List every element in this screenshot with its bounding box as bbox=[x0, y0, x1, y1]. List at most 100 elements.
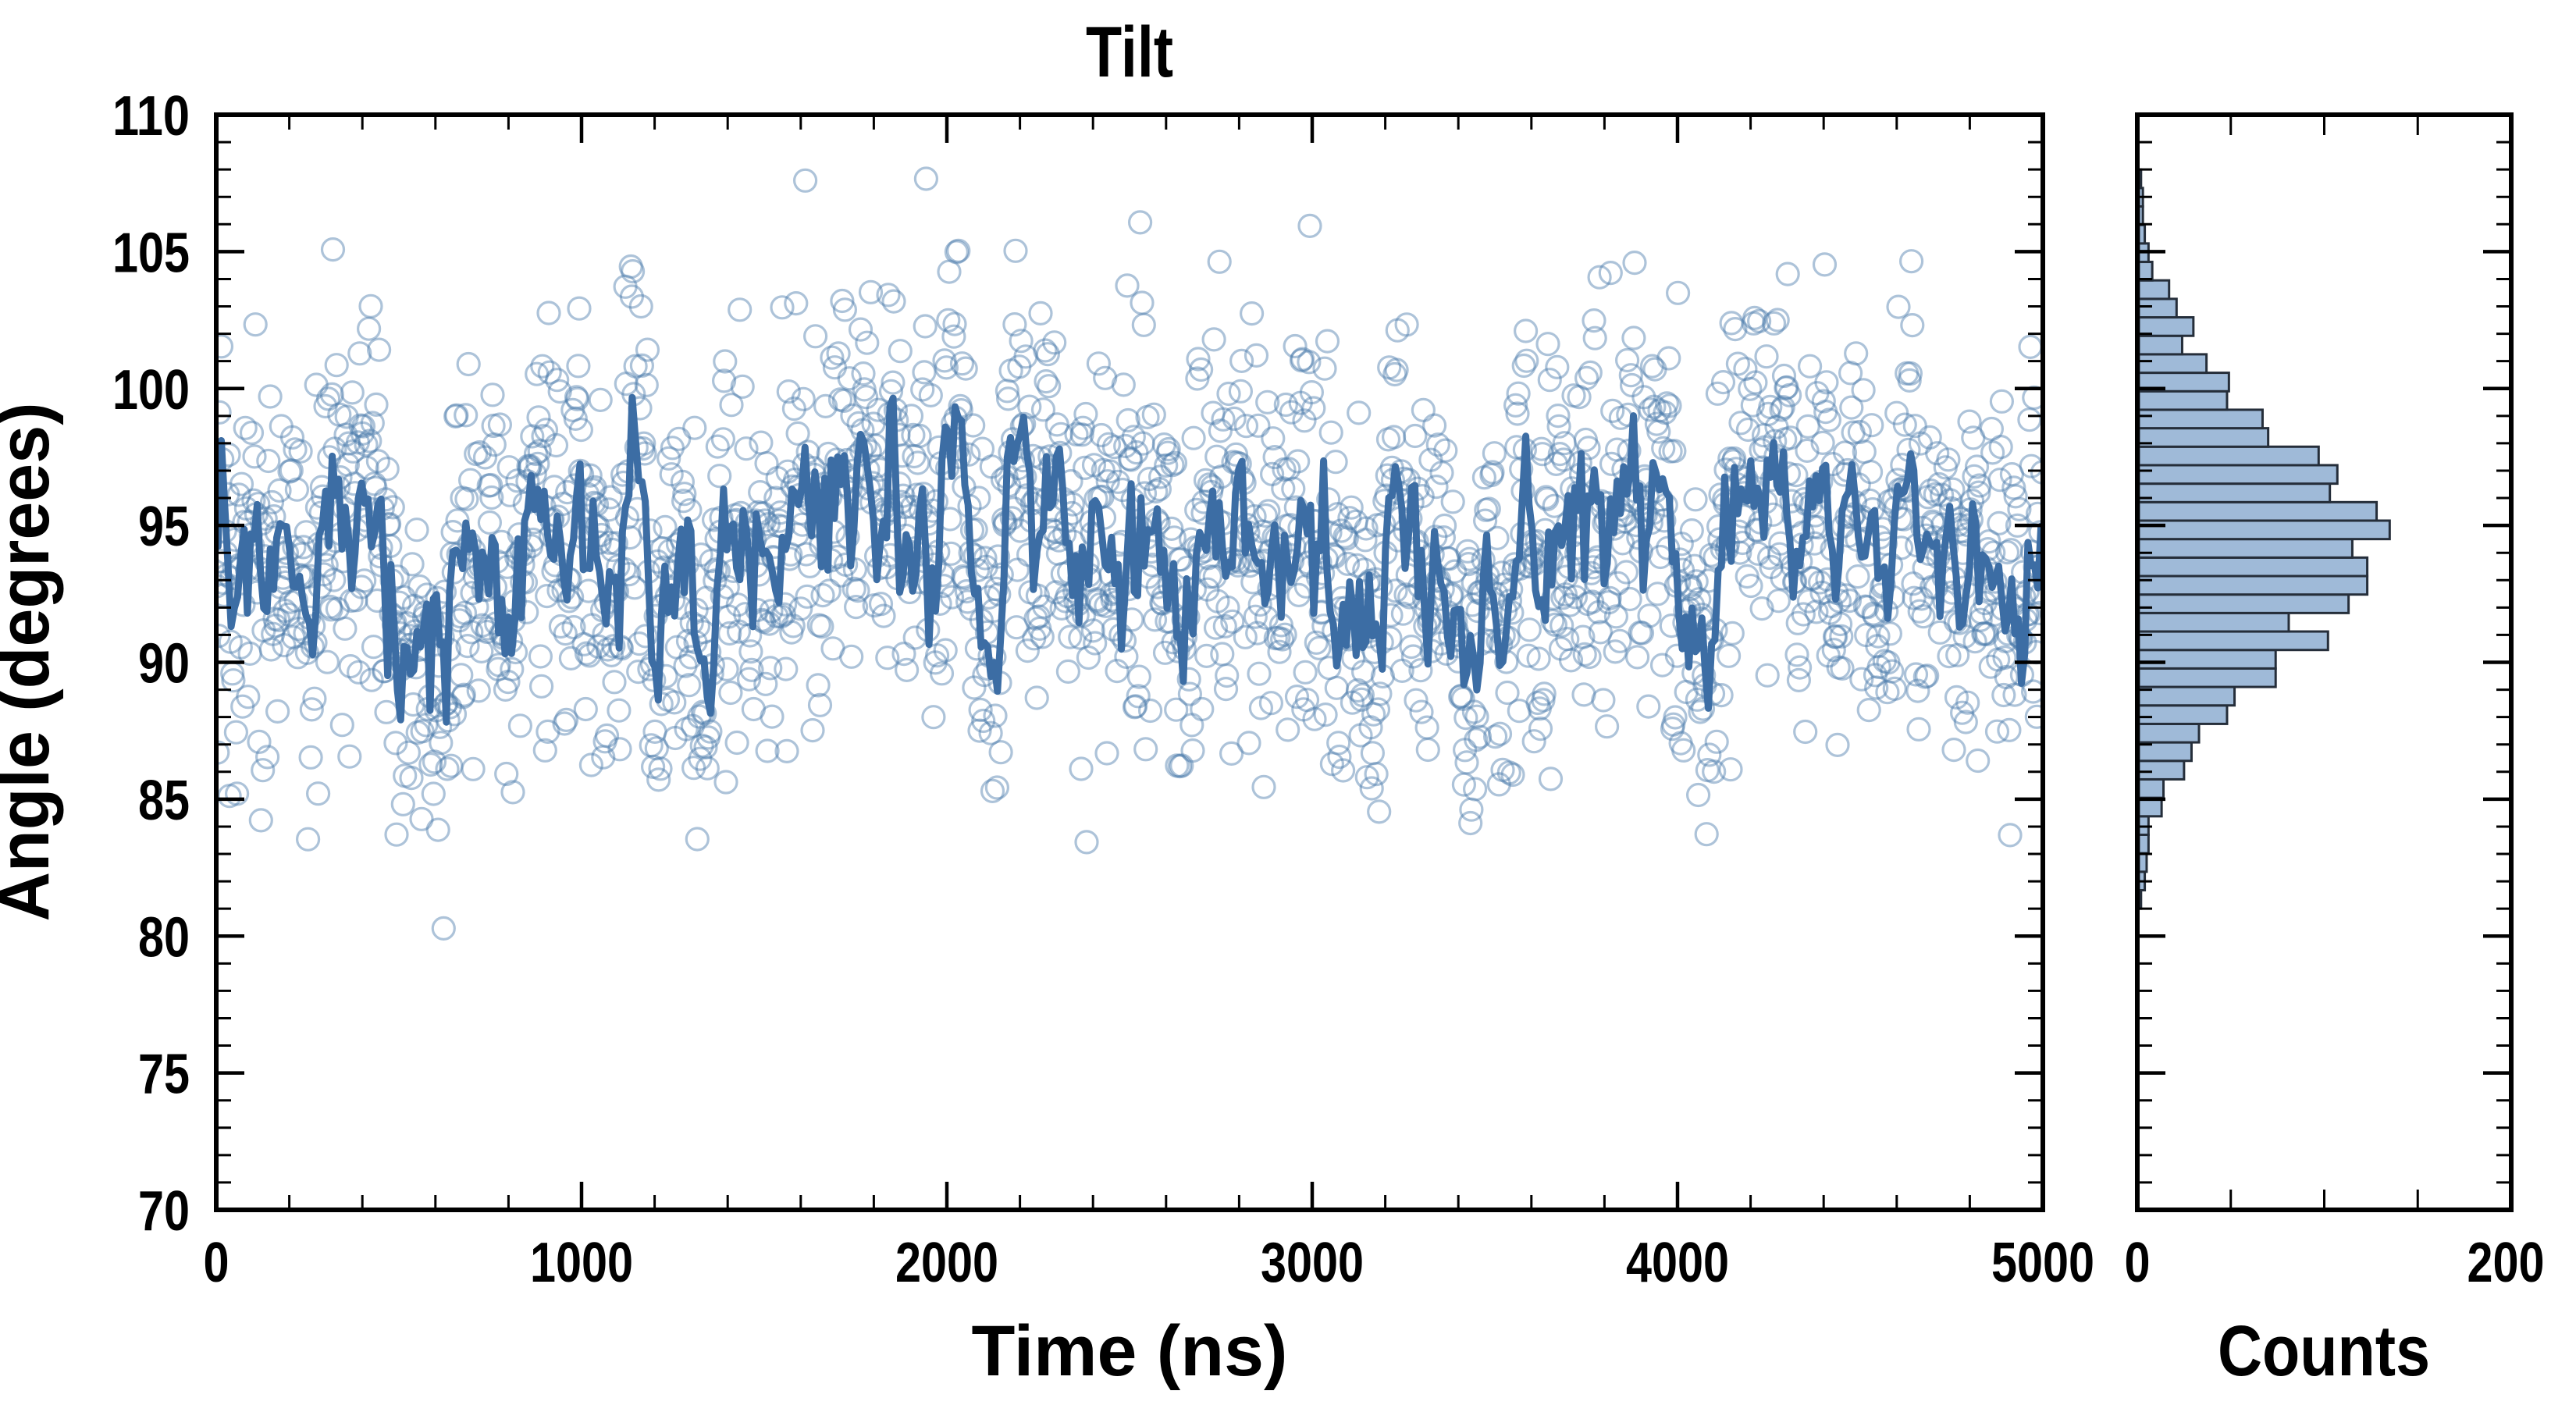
scatter-point bbox=[1033, 338, 1058, 363]
scatter-point bbox=[333, 616, 358, 641]
scatter-point bbox=[1190, 696, 1215, 722]
scatter-point bbox=[626, 659, 651, 685]
scatter-point bbox=[1666, 280, 1691, 305]
scatter-point bbox=[1710, 370, 1736, 395]
scatter-point bbox=[1271, 476, 1296, 501]
scatter-point bbox=[466, 678, 491, 703]
scatter-point bbox=[1332, 524, 1357, 549]
scatter-point bbox=[378, 533, 403, 559]
scatter-point bbox=[681, 756, 706, 781]
chart-title: Tilt bbox=[1086, 12, 1173, 92]
scatter-point bbox=[1639, 354, 1665, 379]
scatter-point bbox=[851, 361, 876, 386]
scatter-point bbox=[696, 725, 721, 750]
scatter-point bbox=[913, 166, 939, 191]
scatter-point bbox=[1796, 589, 1821, 614]
scatter-point bbox=[772, 592, 798, 617]
scatter-point bbox=[1168, 547, 1194, 572]
scatter-point bbox=[843, 594, 869, 620]
scatter-point bbox=[963, 517, 988, 542]
scatter-point bbox=[343, 588, 368, 613]
scatter-point bbox=[791, 386, 816, 411]
scatter-point bbox=[1180, 738, 1205, 763]
histogram-bar bbox=[2137, 223, 2147, 245]
scatter-point bbox=[607, 698, 632, 723]
scatter-point bbox=[902, 443, 927, 469]
scatter-point bbox=[1382, 361, 1407, 387]
scatter-point bbox=[407, 574, 432, 599]
scatter-point bbox=[1690, 696, 1716, 721]
scatter-point bbox=[1500, 762, 1525, 788]
scatter-point bbox=[2018, 334, 2043, 359]
scatter-point bbox=[2002, 682, 2027, 707]
scatter-point bbox=[218, 629, 243, 654]
scatter-point bbox=[800, 717, 825, 743]
histogram-bar bbox=[2137, 759, 2186, 781]
scatter-point bbox=[237, 641, 262, 667]
scatter-point bbox=[1390, 601, 1416, 626]
scatter-point bbox=[1877, 621, 1902, 646]
histogram-bar bbox=[2137, 833, 2150, 855]
scatter-point bbox=[1978, 654, 2003, 679]
scatter-point bbox=[472, 445, 498, 470]
scatter-point bbox=[566, 354, 591, 379]
scatter-point bbox=[439, 753, 464, 778]
scatter-point bbox=[1030, 397, 1056, 422]
scatter-point bbox=[1574, 365, 1599, 390]
scatter-point bbox=[1377, 355, 1402, 380]
scatter-point bbox=[532, 738, 557, 763]
scatter-point bbox=[1841, 420, 1866, 445]
scatter-point bbox=[1219, 741, 1244, 767]
scatter-point bbox=[306, 781, 331, 806]
x-tick-label: 0 bbox=[204, 1232, 229, 1294]
scatter-point bbox=[435, 756, 460, 781]
scatter-point bbox=[1591, 688, 1616, 713]
scatter-point bbox=[552, 711, 577, 736]
scatter-point bbox=[1866, 654, 1891, 680]
scatter-point bbox=[1162, 525, 1187, 550]
scatter-point bbox=[1013, 344, 1038, 369]
scatter-point bbox=[1186, 347, 1211, 372]
scatter-point bbox=[1961, 425, 1986, 450]
scatter-point bbox=[1745, 518, 1770, 543]
scatter-point bbox=[1743, 370, 1768, 395]
scatter-point bbox=[1312, 356, 1337, 381]
scatter-point bbox=[1775, 261, 1800, 286]
scatter-point bbox=[973, 554, 998, 579]
scatter-point bbox=[1631, 385, 1656, 410]
y-tick-label: 110 bbox=[112, 85, 190, 148]
scatter-point bbox=[1360, 741, 1386, 766]
scatter-point bbox=[1897, 368, 1922, 393]
scatter-point bbox=[1812, 252, 1838, 277]
scatter-point bbox=[469, 638, 494, 664]
scatter-point bbox=[216, 400, 232, 425]
scatter-point bbox=[941, 324, 966, 349]
scatter-point bbox=[660, 436, 685, 461]
scatter-point bbox=[243, 312, 268, 337]
scatter-point bbox=[1222, 406, 1247, 432]
scatter-point bbox=[802, 324, 828, 349]
scatter-point bbox=[813, 393, 838, 419]
scatter-point bbox=[340, 439, 366, 464]
scatter-point bbox=[1048, 422, 1073, 446]
scatter-point bbox=[335, 452, 360, 477]
scatter-point bbox=[1081, 453, 1107, 478]
scatter-point bbox=[674, 717, 699, 742]
scatter-point bbox=[642, 719, 667, 745]
scatter-point bbox=[1658, 439, 1683, 464]
scatter-point bbox=[1272, 622, 1297, 647]
scatter-point bbox=[1253, 503, 1278, 528]
scatter-point bbox=[784, 291, 809, 316]
scatter-point bbox=[418, 752, 443, 777]
scatter-point bbox=[1576, 436, 1601, 461]
scatter-point bbox=[262, 503, 286, 529]
scatter-point bbox=[1003, 238, 1028, 263]
scatter-point bbox=[319, 382, 344, 407]
scatter-point bbox=[1323, 450, 1348, 475]
scatter-point bbox=[1276, 717, 1300, 742]
scatter-point bbox=[1555, 626, 1580, 652]
scatter-point bbox=[753, 671, 778, 696]
scatter-point bbox=[1439, 583, 1464, 608]
scatter-point bbox=[1121, 425, 1146, 450]
scatter-point bbox=[427, 714, 453, 739]
